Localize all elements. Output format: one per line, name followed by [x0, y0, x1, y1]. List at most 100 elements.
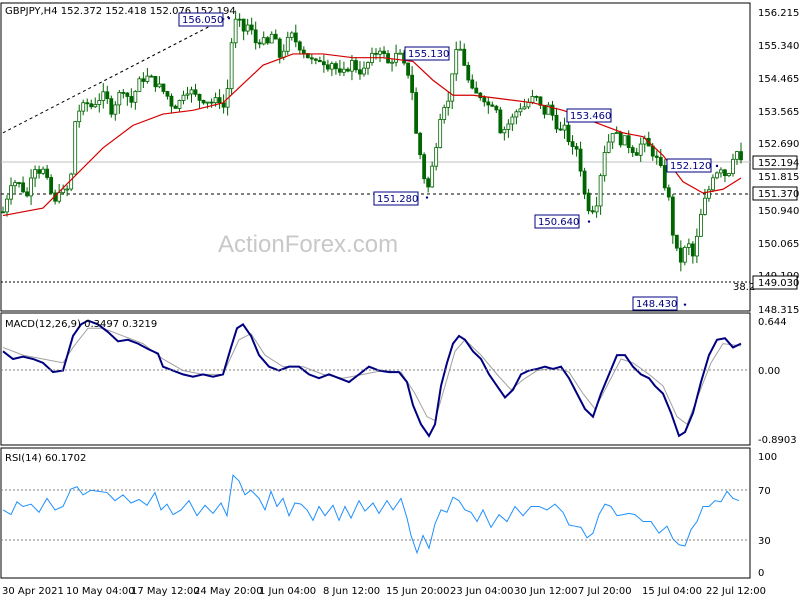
y-tick: 152.690	[758, 139, 799, 150]
candle-body	[426, 178, 431, 188]
candle-body	[346, 68, 350, 72]
candle-body	[217, 97, 222, 104]
callout-text: 150.640	[538, 217, 579, 228]
candle-body	[29, 177, 33, 197]
callout-150640: 150.640	[534, 214, 580, 229]
candle-body	[289, 32, 294, 38]
candle-body	[249, 24, 254, 31]
x-tick: 30 Jun 12:00	[514, 586, 578, 597]
price-header: GBPJPY,H4 152.372 152.418 152.076 152.19…	[5, 6, 236, 17]
candle-body	[442, 106, 447, 120]
candle-body	[366, 62, 370, 69]
candle-body	[398, 52, 402, 55]
candle-body	[614, 132, 619, 134]
candle-body	[739, 151, 743, 161]
candle-body	[466, 64, 471, 81]
candle-body	[37, 169, 41, 174]
candle-body	[297, 41, 302, 51]
level-tag-151370: 151.370	[752, 186, 799, 201]
level-tag-149030: 149.030	[752, 275, 799, 290]
x-tick: 8 Jun 12:00	[323, 586, 380, 597]
candle-body	[105, 91, 110, 100]
candle-body	[434, 147, 439, 167]
candle-body	[41, 168, 46, 174]
candle-body	[478, 92, 483, 99]
sma-line	[2, 53, 742, 217]
candle-body	[382, 50, 386, 55]
candle-body	[193, 89, 198, 95]
rsi-y-tick: 70	[758, 486, 771, 497]
rsi-y-tick: 30	[758, 536, 771, 547]
candle-body	[727, 173, 731, 177]
x-tick: 15 Jun 20:00	[386, 586, 450, 597]
candle-body	[1, 211, 5, 214]
candle-body	[309, 57, 314, 60]
callout-text: 156.050	[182, 15, 223, 26]
candle-body	[658, 157, 663, 166]
candle-body	[273, 33, 278, 40]
callout-155130: 155.130	[404, 46, 450, 61]
level-tag-text: 149.030	[758, 278, 799, 289]
candle-body	[241, 18, 246, 32]
rsi-layer	[2, 474, 740, 555]
candle-body	[229, 42, 234, 90]
candle-body	[610, 133, 615, 143]
x-tick: 22 Jul 12:00	[706, 586, 766, 597]
candle-body	[313, 58, 318, 61]
candle-body	[354, 60, 358, 71]
candle-body	[731, 158, 735, 174]
candle-body	[590, 210, 595, 213]
macd-y-tick: 0.644	[758, 317, 787, 328]
candle-body	[446, 100, 451, 108]
candle-body	[85, 102, 90, 105]
candle-body	[13, 182, 17, 187]
candle-body	[662, 165, 667, 189]
macd-y-tick: 0.00	[758, 366, 780, 377]
candle-body	[342, 68, 346, 73]
candle-body	[454, 49, 459, 75]
candle-body	[17, 182, 21, 184]
callout-156050: 156.050	[178, 12, 224, 27]
candle-body	[89, 103, 94, 108]
y-tick: 150.940	[758, 206, 799, 217]
candle-body	[522, 106, 527, 110]
candle-body	[277, 38, 282, 58]
y-tick: 154.465	[758, 74, 799, 85]
y-tick: 153.565	[758, 107, 799, 118]
callout-anchor	[227, 17, 231, 20]
candle-body	[317, 59, 322, 63]
macd-signal-line	[2, 327, 742, 426]
callout-anchor	[715, 164, 719, 168]
watermark: ActionForex.com	[218, 231, 398, 258]
candle-body	[602, 152, 607, 177]
candle-body	[494, 105, 499, 111]
candle-body	[707, 189, 711, 199]
candle-body	[654, 155, 659, 158]
rsi-axis: 100 70 30 0	[758, 452, 777, 579]
candle-body	[562, 124, 567, 131]
candle-body	[358, 69, 362, 75]
candle-body	[606, 141, 611, 153]
candle-body	[125, 92, 130, 97]
candle-body	[293, 32, 298, 43]
candle-body	[586, 192, 591, 212]
candle-body	[450, 73, 455, 102]
candle-body	[518, 108, 523, 113]
rsi-panel-frame	[0, 447, 751, 579]
candle-body	[678, 247, 683, 263]
candle-body	[422, 154, 427, 180]
candle-body	[582, 170, 587, 194]
candle-body	[390, 61, 394, 64]
macd-y-tick: -0.8903	[758, 435, 797, 446]
x-tick: 23 Jun 04:00	[450, 586, 514, 597]
candle-body	[630, 147, 635, 153]
candle-body	[350, 60, 354, 72]
candle-body	[682, 246, 687, 263]
x-tick: 10 May 04:00	[66, 586, 135, 597]
candle-body	[578, 148, 583, 172]
candle-body	[197, 93, 202, 101]
callout-anchor	[587, 220, 591, 223]
